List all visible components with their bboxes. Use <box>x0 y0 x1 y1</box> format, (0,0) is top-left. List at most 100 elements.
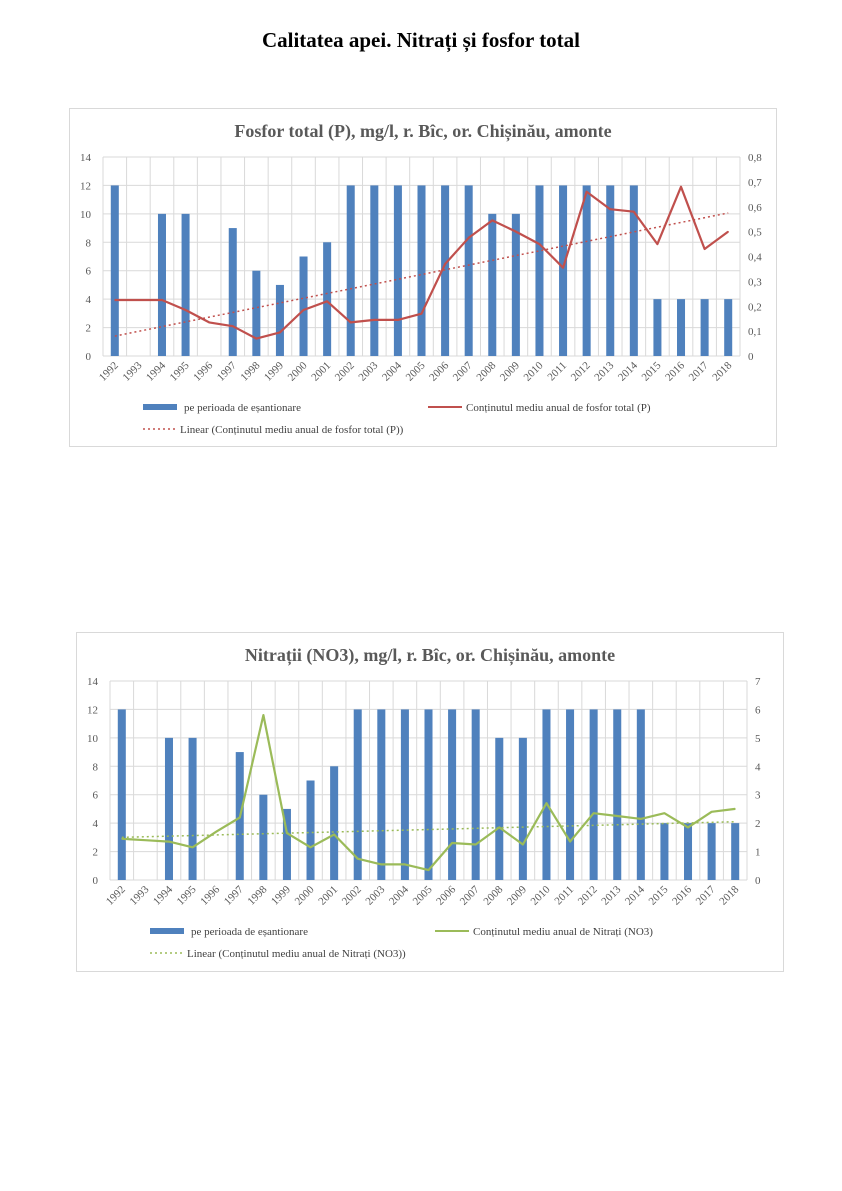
point-2008 <box>498 826 500 829</box>
y-left-tick-label: 12 <box>80 180 91 192</box>
bar-2004 <box>400 709 409 880</box>
legend: pe perioada de eșantionare Conținutul med… <box>143 402 651 436</box>
point-2002 <box>350 321 352 324</box>
bar-2005 <box>424 709 433 880</box>
y-left-tick-label: 8 <box>86 237 92 249</box>
x-tick-label: 1995 <box>168 359 192 383</box>
bar-2002 <box>353 709 362 880</box>
y-left-tick-label: 14 <box>80 152 92 164</box>
legend: pe perioada de eșantionare Conținutul med… <box>150 926 653 960</box>
x-tick-label: 2000 <box>293 883 317 907</box>
x-tick-label: 2003 <box>356 359 380 383</box>
point-2010 <box>545 802 548 804</box>
point-2016 <box>680 186 682 188</box>
bar-2010 <box>542 709 551 880</box>
y-right-tick-label: 7 <box>755 676 761 688</box>
point-2009 <box>522 843 524 846</box>
y-right-tick-label: 0,2 <box>748 301 762 313</box>
y-right-tick-label: 3 <box>755 790 761 802</box>
y-left-tick-label: 12 <box>87 704 98 716</box>
bar-1992 <box>117 709 126 880</box>
bar-2018 <box>724 299 733 356</box>
x-tick-label: 2012 <box>576 884 600 908</box>
bar-1998 <box>259 794 268 880</box>
bar-1994 <box>157 213 166 356</box>
bar-1997 <box>228 228 237 356</box>
point-2007 <box>468 237 470 239</box>
point-2008 <box>491 219 493 222</box>
point-2006 <box>444 263 446 265</box>
x-tick-label: 2016 <box>663 359 687 383</box>
bar-2017 <box>707 823 716 880</box>
y-right-tick-label: 5 <box>755 733 761 745</box>
y-left-tick-label: 6 <box>86 266 92 278</box>
x-tick-label: 2015 <box>640 359 664 383</box>
bar-2000 <box>306 780 315 880</box>
point-2018 <box>727 231 729 233</box>
bar-1995 <box>188 737 197 880</box>
x-tick-label: 2018 <box>710 359 734 383</box>
bar-2010 <box>535 185 544 356</box>
point-1992 <box>121 838 123 840</box>
legend-trend-label: Linear (Conținutul mediu anual de fosfor… <box>180 424 404 436</box>
bar-2003 <box>370 185 379 356</box>
y-right-tick-label: 0,7 <box>748 177 762 189</box>
x-tick-label: 2000 <box>286 359 310 383</box>
bar-1999 <box>275 284 284 356</box>
x-tick-label: 2010 <box>522 359 546 383</box>
x-tick-label: 1994 <box>144 359 168 383</box>
bar-2017 <box>700 299 709 356</box>
y-left-tick-label: 14 <box>87 676 99 688</box>
point-2003 <box>380 863 382 865</box>
page-title: Calitatea apei. Nitrați și fosfor total <box>261 28 581 52</box>
x-tick-label: 2001 <box>309 360 333 384</box>
y-right-tick-label: 6 <box>755 704 761 716</box>
bar-2007 <box>464 185 473 356</box>
point-1994 <box>168 841 170 843</box>
bar-2002 <box>346 185 355 356</box>
point-2012 <box>593 812 595 814</box>
point-2015 <box>663 812 666 814</box>
x-tick-label: 2008 <box>474 359 498 383</box>
legend-bar-label: pe perioada de eșantionare <box>191 926 308 938</box>
x-tick-label: 1996 <box>198 883 222 907</box>
bar-2011 <box>566 709 575 880</box>
point-2000 <box>309 846 312 848</box>
x-tick-label: 2007 <box>451 359 475 383</box>
y-right-tick-label: 1 <box>755 847 761 859</box>
bar-2008 <box>488 213 497 356</box>
point-2018 <box>734 808 736 810</box>
x-tick-label: 2006 <box>434 883 458 907</box>
point-1996 <box>215 831 217 833</box>
bar-2005 <box>417 185 426 356</box>
x-tick-label: 2006 <box>427 359 451 383</box>
x-tick-label: 2002 <box>340 884 364 908</box>
y-right-tick-label: 0 <box>755 875 761 887</box>
point-2014 <box>633 211 635 213</box>
x-tick-label: 1996 <box>191 359 215 383</box>
bar-1992 <box>110 185 119 356</box>
y-left-tick-label: 4 <box>86 294 92 306</box>
bar-1998 <box>252 270 261 356</box>
x-tick-label: 2004 <box>387 883 411 907</box>
bar-2018 <box>731 823 740 880</box>
nitrates-chart: Nitrații (NO3), mg/l, r. Bîc, or. Chișin… <box>76 632 784 972</box>
x-tick-label: 1997 <box>215 359 239 383</box>
bar-2006 <box>448 709 457 880</box>
x-tick-label: 2016 <box>670 883 694 907</box>
bar-2009 <box>511 213 520 356</box>
x-tick-label: 1993 <box>120 359 144 383</box>
point-1998 <box>255 337 257 340</box>
point-1992 <box>114 299 116 301</box>
x-tick-label: 2005 <box>404 359 428 383</box>
bar-1994 <box>164 737 173 880</box>
point-2015 <box>656 243 659 245</box>
y-left-tick-label: 10 <box>80 209 92 221</box>
point-2001 <box>326 300 328 302</box>
chart-title: Fosfor total (P), mg/l, r. Bîc, or. Chiș… <box>234 121 611 142</box>
point-2017 <box>704 248 706 250</box>
x-tick-label: 2001 <box>316 884 340 908</box>
x-tick-label: 2005 <box>411 883 435 907</box>
bar-2012 <box>589 709 598 880</box>
bar-2015 <box>653 299 662 356</box>
